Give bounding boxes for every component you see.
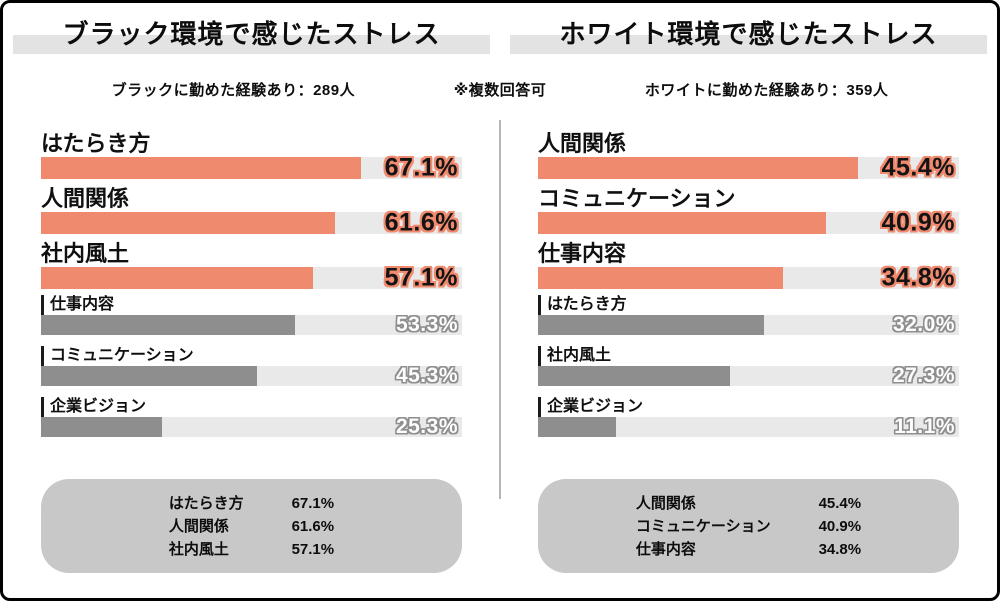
summary-label: 人間関係 (168, 517, 229, 535)
bar-track: 11.1% (538, 415, 959, 438)
bar-value: 61.6% (384, 208, 458, 237)
right-chart-title-text: ホワイト環境で感じたストレス (559, 19, 938, 49)
right-chart-subtitle: ホワイトに勤めた経験あり：359人 (644, 82, 889, 99)
summary-label: 仕事内容 (635, 540, 696, 558)
bar-fill (538, 212, 827, 234)
bar-label: 社内風土 (538, 346, 959, 366)
bar-fill (41, 157, 361, 179)
bar-label: コミュニケーション (41, 346, 462, 366)
bar-track: 67.1% (41, 154, 462, 182)
bar-row: コミュニケーション 45.3% (41, 346, 462, 387)
left-chart-title-text: ブラック環境で感じたストレス (62, 19, 441, 49)
right-chart: 人間関係 45.4% コミュニケーション 40.9% 仕事内容 34.8% (500, 130, 997, 573)
bar-fill (538, 157, 858, 179)
bar-label: 仕事内容 (41, 295, 462, 315)
bar-value: 67.1% (384, 153, 458, 182)
bar-track: 57.1% (41, 264, 462, 292)
bar-row: 企業ビジョン 11.1% (538, 397, 959, 438)
right-summary-box: 人間関係 45.4% コミュニケーション 40.9% 仕事内容 34.8% (538, 479, 959, 573)
bar-fill (41, 417, 162, 437)
bar-fill (538, 417, 617, 437)
bar-row: コミュニケーション 40.9% (538, 185, 959, 237)
bar-row: はたらき方 32.0% (538, 295, 959, 336)
bar-fill (538, 267, 784, 289)
bar-fill (41, 315, 296, 335)
bar-value: 32.0% (892, 313, 955, 336)
bar-value: 57.1% (384, 263, 458, 292)
bar-value: 11.1% (894, 415, 955, 438)
summary-grid: はたらき方 67.1% 人間関係 61.6% 社内風土 57.1% (169, 492, 334, 561)
bar-value: 45.3% (395, 364, 458, 387)
left-chart-title: ブラック環境で感じたストレス (3, 13, 500, 55)
title-highlight-band (510, 35, 987, 54)
right-chart-title: ホワイト環境で感じたストレス (500, 13, 997, 55)
left-chart: はたらき方 67.1% 人間関係 61.6% 社内風土 57.1% (3, 130, 500, 573)
bar-track: 61.6% (41, 209, 462, 237)
bar-label: 人間関係 (538, 131, 627, 156)
summary-value: 67.1% (291, 494, 335, 512)
left-summary-box: はたらき方 67.1% 人間関係 61.6% 社内風土 57.1% (41, 479, 462, 573)
bar-value: 25.3% (395, 415, 458, 438)
bar-value: 34.8% (881, 263, 955, 292)
subtitle-row: ブラックに勤めた経験あり：289人 ※複数回答可 ホワイトに勤めた経験あり：35… (3, 79, 997, 100)
bar-fill (538, 315, 764, 335)
bar-label: 企業ビジョン (41, 397, 462, 417)
bar-row: 企業ビジョン 25.3% (41, 397, 462, 438)
bar-label: コミュニケーション (538, 186, 736, 211)
bar-row: 人間関係 45.4% (538, 130, 959, 182)
charts-area: はたらき方 67.1% 人間関係 61.6% 社内風土 57.1% (3, 120, 997, 573)
bar-row: 社内風土 27.3% (538, 346, 959, 387)
summary-value: 45.4% (818, 494, 862, 512)
bar-value: 53.3% (395, 313, 458, 336)
bar-label: 仕事内容 (538, 241, 627, 266)
summary-grid: 人間関係 45.4% コミュニケーション 40.9% 仕事内容 34.8% (636, 492, 861, 561)
bar-value: 45.4% (881, 153, 955, 182)
bar-value: 27.3% (892, 364, 955, 387)
bar-track: 27.3% (538, 364, 959, 387)
bar-row: はたらき方 67.1% (41, 130, 462, 182)
left-chart-subtitle: ブラックに勤めた経験あり：289人 (111, 82, 356, 99)
summary-value: 40.9% (818, 517, 862, 535)
bar-track: 40.9% (538, 209, 959, 237)
summary-value: 61.6% (291, 517, 335, 535)
bar-fill (41, 366, 257, 386)
bar-track: 34.8% (538, 264, 959, 292)
bar-track: 25.3% (41, 415, 462, 438)
bar-track: 45.4% (538, 154, 959, 182)
summary-value: 34.8% (818, 540, 862, 558)
bar-label: 企業ビジョン (538, 397, 959, 417)
vertical-divider (499, 120, 501, 499)
bar-label: 人間関係 (41, 186, 130, 211)
summary-value: 57.1% (291, 540, 335, 558)
bar-row: 人間関係 61.6% (41, 185, 462, 237)
multiple-answers-note: ※複数回答可 (453, 82, 547, 99)
bar-label: はたらき方 (41, 131, 151, 156)
bar-track: 32.0% (538, 313, 959, 336)
bar-track: 53.3% (41, 313, 462, 336)
bar-label: はたらき方 (538, 295, 959, 315)
bar-row: 仕事内容 34.8% (538, 240, 959, 292)
bar-track: 45.3% (41, 364, 462, 387)
summary-label: 社内風土 (168, 540, 229, 558)
titles-row: ブラック環境で感じたストレス ホワイト環境で感じたストレス (3, 13, 997, 55)
bar-label: 社内風土 (41, 241, 130, 266)
bar-fill (41, 267, 314, 289)
summary-label: コミュニケーション (635, 517, 771, 535)
title-highlight-band (13, 35, 490, 54)
summary-label: 人間関係 (635, 494, 696, 512)
bar-row: 仕事内容 53.3% (41, 295, 462, 336)
bar-row: 社内風土 57.1% (41, 240, 462, 292)
bar-fill (538, 366, 731, 386)
summary-label: はたらき方 (168, 494, 244, 512)
bar-value: 40.9% (881, 208, 955, 237)
bar-fill (41, 212, 335, 234)
